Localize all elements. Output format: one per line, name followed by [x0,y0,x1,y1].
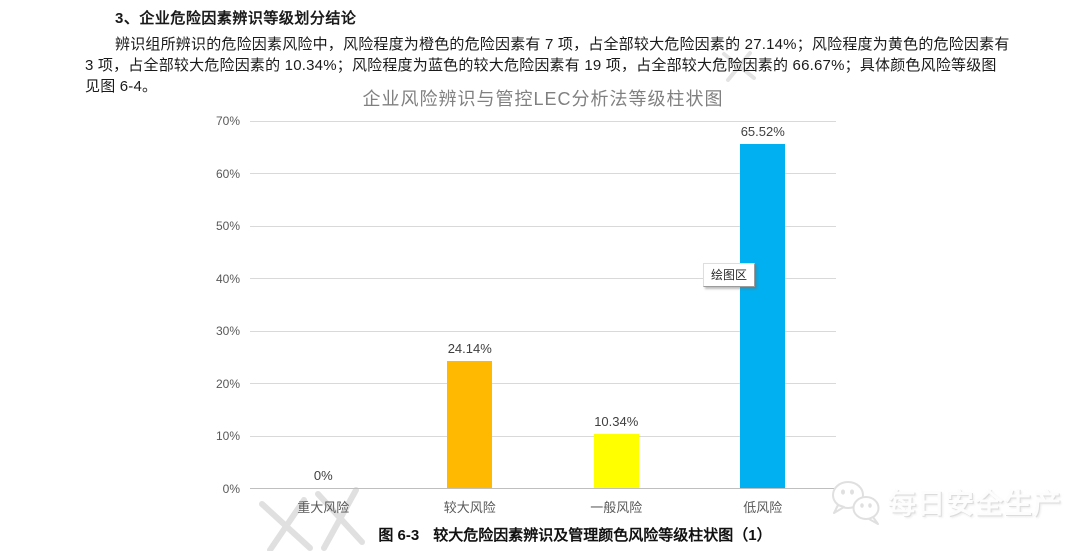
gridline [250,278,836,280]
figure-caption-number: 图 6-3 [378,527,420,544]
y-tick-label: 0% [222,482,240,496]
brand-watermark: 每日安全生产 [828,478,1062,526]
plot-area-tooltip: 绘图区 [703,263,756,287]
chart-title: 企业风险辨识与管控LEC分析法等级柱状图 [362,89,724,109]
figure-caption: 图 6-3 较大危险因素辨识及管理颜色风险等级柱状图（1） [378,524,771,545]
bar-data-label: 0% [313,468,333,483]
gridline [250,435,836,437]
y-tick-label: 10% [215,429,240,444]
document-section: 3、企业危险因素辨识等级划分结论 辨识组所辨识的危险因素风险中，风险程度为橙色的… [85,7,1010,97]
plot-area[interactable]: 0% 10% 20% 30% 40% 50% 60% 70% 0% 重大风险 24.14% 较大风险 1… [216,114,836,515]
category-label: 重大风险 [297,500,350,515]
bar-data-label: 10.34% [594,414,639,429]
section-paragraph: 辨识组所辨识的危险因素风险中，风险程度为橙色的危险因素有 7 项，占全部较大危险… [85,36,1010,95]
y-tick-label: 60% [215,166,240,181]
section-heading: 3、企业危险因素辨识等级划分结论 [115,10,357,27]
bar-一般风险[interactable] [593,434,639,488]
gridline [250,330,836,332]
wechat-icon [832,481,880,525]
y-tick-label: 30% [215,324,240,339]
bar-data-label: 24.14% [447,341,492,356]
category-label: 低风险 [743,500,783,515]
bar-较大风险[interactable] [447,361,493,488]
gridline [250,173,836,175]
gridline [250,225,836,227]
watermark-mark [722,51,756,82]
bar-data-label: 65.52% [740,124,785,139]
y-tick-label: 50% [215,219,240,234]
watermark-mark [259,487,365,551]
bar-低风险[interactable] [740,144,786,488]
category-label: 较大风险 [443,500,496,515]
category-label: 一般风险 [590,500,643,515]
figure-caption-text: 较大危险因素辨识及管理颜色风险等级柱状图（1） [433,527,772,544]
gridline [250,120,836,122]
brand-text: 每日安全生产 [888,488,1063,519]
y-tick-label: 70% [215,114,240,128]
y-tick-label: 40% [215,271,240,286]
y-tick-label: 20% [215,376,240,391]
gridline [250,383,836,385]
